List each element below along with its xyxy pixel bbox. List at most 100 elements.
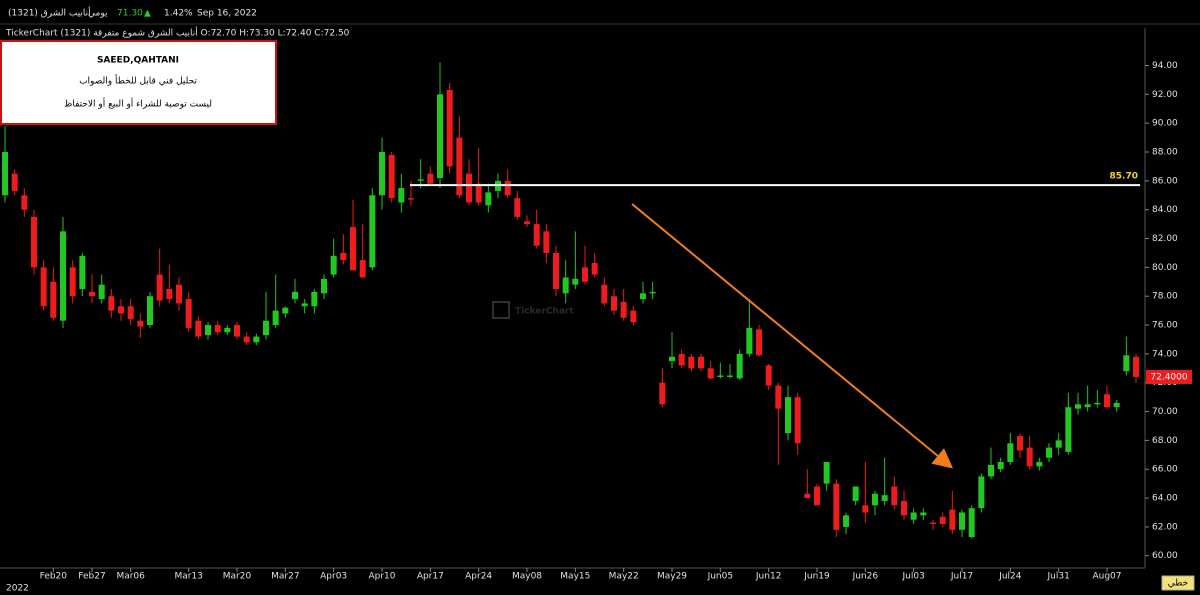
candle-body [427,173,434,184]
candle-body [417,179,424,181]
candle-body [669,356,675,362]
candle-body [350,226,356,271]
candle-body [524,221,530,225]
level-label: 85.70 [1110,172,1138,182]
x-tick-label: Mar27 [271,572,299,582]
candle-body [891,486,898,506]
y-tick-label: 86.00 [1152,176,1178,186]
candle-body [263,320,269,336]
candle-body [340,252,347,261]
candle-body [920,512,927,516]
candle-body [437,94,443,178]
candle-body [292,291,298,300]
period: يومي [88,9,108,19]
candle-body [1017,436,1023,451]
candle-body [814,486,820,506]
candle-body [514,198,521,217]
candle-body [408,198,414,200]
y-tick-label: 74.00 [1152,349,1178,359]
x-tick-label: Apr10 [368,572,395,582]
candle-body [1123,355,1130,372]
candle-body [727,375,733,377]
candle-body [282,307,289,314]
candle-body [1036,462,1043,467]
candle-body [1046,447,1052,458]
candle-body [311,291,318,307]
candle-body [1113,402,1120,408]
candle-body [11,173,18,191]
change: 1.42% [164,9,193,19]
x-tick-label: Mar20 [223,572,252,582]
x-tick-label: Feb20 [40,572,68,582]
candle-body [1055,440,1062,448]
candle-body [224,327,231,333]
y-tick-label: 70.00 [1152,407,1178,417]
chart-type-button-label[interactable]: خطي [1168,579,1188,589]
candle-body [881,495,888,501]
price: 71.30 [117,9,143,19]
y-tick-label: 88.00 [1152,148,1178,158]
x-tick-label: Jul31 [1047,572,1070,582]
candle-body [359,260,366,278]
candle-body [804,493,811,499]
candle-body [2,152,8,196]
candle-body [688,356,695,369]
candle-body [949,509,956,530]
candle-body [640,293,646,300]
last-price-tag [1146,369,1192,384]
candle-body [939,516,946,525]
candle-body [98,284,105,300]
x-tick-label: May08 [512,572,542,582]
candle-body [620,301,627,318]
candle-body [1075,404,1081,409]
x-tick-label: Jun05 [707,572,734,582]
candle-body [901,500,907,516]
note-author: SAEED,QAHTANI [97,56,179,66]
candle-body [398,188,405,203]
candle-body [272,310,279,326]
candle-body [504,180,511,196]
candle-body [21,195,28,210]
x-tick-label: Jun12 [755,572,782,582]
candle-body [553,252,559,289]
candle-body [234,325,240,337]
y-tick-label: 80.00 [1152,263,1178,273]
candle-body [1104,394,1110,408]
candle-body [794,397,801,444]
candle-body [736,353,743,379]
y-tick-label: 82.00 [1152,234,1178,244]
candle-body [775,385,782,409]
x-tick-label: Jun26 [852,572,879,582]
candle-body [1065,407,1072,452]
y-tick-label: 66.00 [1152,465,1178,475]
x-tick-label: Mar06 [116,572,145,582]
watermark-icon [492,301,510,319]
candle-body [214,325,221,333]
chart-type-button[interactable] [1161,575,1195,591]
change-arrow: ▲ [144,9,151,19]
trend-arrow [631,203,954,469]
candle-body [533,224,540,246]
x-tick-label: Jun19 [803,572,830,582]
candle-body [301,303,308,307]
candle-body [678,353,685,366]
candle-body [485,192,492,206]
candle-body [833,483,840,530]
candle-body [843,515,849,527]
candle-body [582,267,588,282]
candle-body [997,462,1004,470]
candle-body [475,183,482,203]
candle-body [253,336,260,343]
y-tick-label: 90.00 [1152,119,1178,129]
x-tick-label: Apr03 [320,572,347,582]
candle-body [243,336,250,343]
candle-body [137,320,144,327]
candle-body [756,329,762,356]
candle-body [466,173,472,203]
candle-body [988,464,994,477]
candle-body [330,255,337,275]
note-line: ليست توصية للشراء أو البيع أو الاحتفاظ [64,98,212,110]
candle-body [717,375,724,377]
subtitle: TickerChart أنابيب الشرق شموع متفرقة (13… [5,27,350,39]
x-tick-label: Apr24 [465,572,492,582]
